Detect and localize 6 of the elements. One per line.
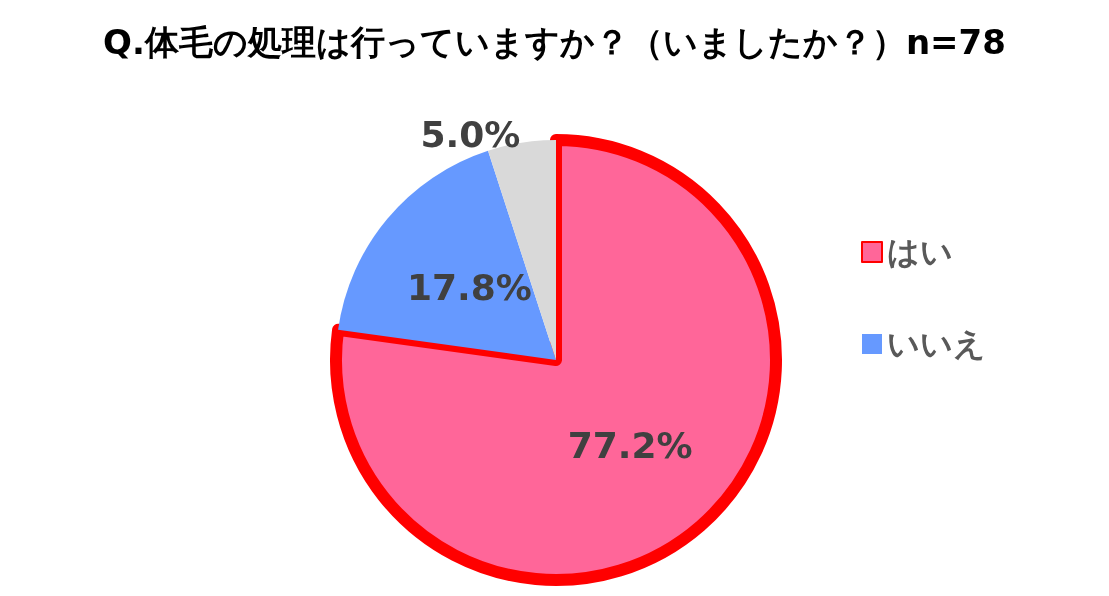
legend-label: はい — [887, 233, 953, 271]
data-label: 17.8% — [406, 266, 532, 308]
data-label: 77.2% — [567, 424, 693, 466]
chart-title: Q.体毛の処理は行っていますか？（いましたか？）n=78 — [103, 22, 1006, 62]
legend-label: いいえ — [887, 325, 986, 363]
data-label: 5.0% — [420, 114, 521, 156]
